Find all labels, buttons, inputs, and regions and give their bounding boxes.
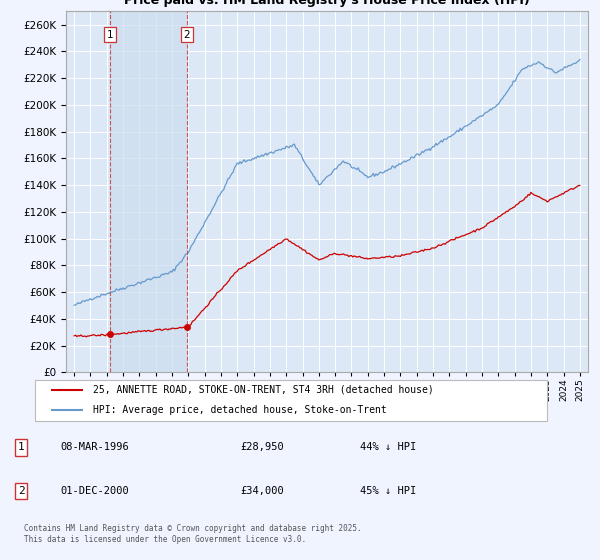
Text: 01-DEC-2000: 01-DEC-2000 — [60, 486, 129, 496]
Text: 08-MAR-1996: 08-MAR-1996 — [60, 442, 129, 452]
Text: 44% ↓ HPI: 44% ↓ HPI — [360, 442, 416, 452]
Text: £34,000: £34,000 — [240, 486, 284, 496]
Bar — [110, 11, 187, 372]
Title: 25, ANNETTE ROAD, STOKE-ON-TRENT, ST4 3RH
Price paid vs. HM Land Registry's Hous: 25, ANNETTE ROAD, STOKE-ON-TRENT, ST4 3R… — [124, 0, 530, 7]
Text: 1: 1 — [17, 442, 25, 452]
Text: Contains HM Land Registry data © Crown copyright and database right 2025.
This d: Contains HM Land Registry data © Crown c… — [24, 524, 362, 544]
Text: £28,950: £28,950 — [240, 442, 284, 452]
Text: 1: 1 — [106, 30, 113, 40]
FancyBboxPatch shape — [35, 380, 547, 421]
Text: 25, ANNETTE ROAD, STOKE-ON-TRENT, ST4 3RH (detached house): 25, ANNETTE ROAD, STOKE-ON-TRENT, ST4 3R… — [94, 385, 434, 395]
Text: 2: 2 — [17, 486, 25, 496]
Text: HPI: Average price, detached house, Stoke-on-Trent: HPI: Average price, detached house, Stok… — [94, 405, 387, 416]
Text: 45% ↓ HPI: 45% ↓ HPI — [360, 486, 416, 496]
Text: 2: 2 — [184, 30, 190, 40]
